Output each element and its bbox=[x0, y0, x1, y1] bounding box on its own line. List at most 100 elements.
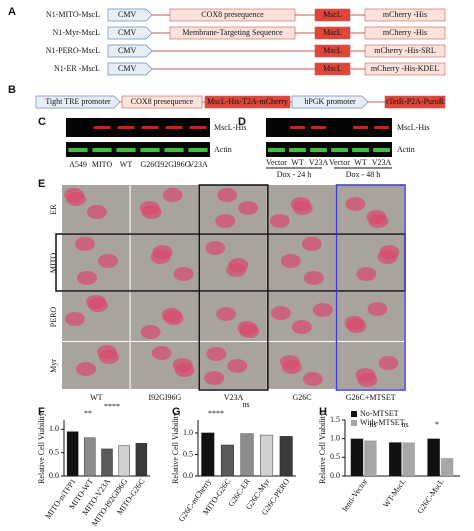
bar bbox=[101, 448, 113, 477]
cell-signal bbox=[151, 346, 172, 360]
x-tick-label: WT-MscL bbox=[381, 477, 407, 509]
legend-label: No-MTSET bbox=[360, 409, 399, 418]
y-tick-label: 0.5 bbox=[49, 447, 59, 456]
micrograph bbox=[267, 234, 336, 291]
segment-label: mCherry -His-KDEL bbox=[371, 64, 439, 73]
bar bbox=[240, 433, 254, 477]
highlight bbox=[198, 184, 269, 391]
row-label: MITO bbox=[49, 253, 58, 274]
cell-signal bbox=[75, 237, 95, 251]
promoter: CMV bbox=[118, 28, 136, 37]
cell-signal bbox=[163, 311, 184, 325]
bar bbox=[350, 438, 364, 476]
band bbox=[374, 126, 389, 129]
lane-label: I92GI96G bbox=[158, 160, 191, 169]
band-label: MscL-His bbox=[397, 123, 429, 132]
significance: **** bbox=[104, 402, 120, 411]
segment bbox=[204, 95, 291, 109]
segment-label: mCherry -His bbox=[383, 28, 427, 37]
panel-label: F bbox=[38, 406, 45, 418]
bar bbox=[66, 431, 79, 477]
cell-signal bbox=[173, 267, 194, 281]
cell-signal bbox=[215, 214, 236, 228]
segment bbox=[364, 62, 446, 76]
cell-signal bbox=[378, 356, 399, 370]
lane-label: WT bbox=[120, 160, 133, 169]
micrograph bbox=[336, 292, 404, 341]
significance: ns bbox=[369, 420, 376, 429]
cell-signal bbox=[77, 271, 97, 285]
band-label: MscL-His bbox=[214, 123, 246, 132]
cell-signal bbox=[356, 267, 377, 281]
legend-swatch bbox=[351, 411, 357, 417]
band bbox=[164, 148, 184, 152]
cell-signal bbox=[216, 307, 237, 321]
micrograph bbox=[336, 185, 404, 233]
band bbox=[165, 126, 183, 129]
segment-label: rTetR-P2A-PuroR bbox=[386, 97, 445, 106]
cell-signal bbox=[281, 360, 302, 374]
lane-label: A549 bbox=[69, 160, 87, 169]
segment-label: Tight TRE promoter bbox=[45, 97, 111, 106]
segment bbox=[314, 26, 351, 40]
segment-label: mCherry -His bbox=[383, 10, 427, 19]
cell-signal bbox=[140, 325, 161, 339]
cell-signal bbox=[357, 373, 378, 387]
cell-signal bbox=[302, 372, 323, 386]
lane-label: WT bbox=[291, 158, 304, 167]
significance: * bbox=[435, 420, 439, 429]
band bbox=[268, 148, 285, 152]
panel-label: E bbox=[38, 178, 45, 190]
segment-label: COX8 presequence bbox=[131, 97, 194, 106]
segment-label: hPGK promoter bbox=[304, 97, 356, 106]
band bbox=[188, 148, 208, 152]
legend-label: With-MTSET bbox=[360, 418, 405, 427]
band-label: Actin bbox=[397, 145, 415, 154]
band bbox=[331, 148, 348, 152]
band bbox=[353, 126, 368, 129]
segment bbox=[314, 62, 351, 76]
bar bbox=[201, 432, 215, 477]
cell-signal bbox=[301, 237, 322, 251]
band bbox=[290, 126, 305, 129]
bar bbox=[279, 436, 293, 477]
cell-signal bbox=[152, 245, 173, 259]
y-axis-label: Relative Cell Viability bbox=[318, 412, 327, 484]
panel-label: B bbox=[8, 84, 16, 96]
segment bbox=[121, 95, 203, 109]
promoter-arrow bbox=[35, 95, 121, 109]
significance: ** bbox=[84, 409, 92, 418]
lane-label: V23A bbox=[188, 160, 208, 169]
y-tick-label: 0.0 bbox=[330, 471, 340, 480]
panel-label: C bbox=[38, 116, 46, 128]
cell-signal bbox=[98, 254, 118, 268]
cell-signal bbox=[205, 241, 226, 255]
promoter-arrow bbox=[107, 26, 153, 40]
bar bbox=[84, 437, 96, 477]
cell-signal bbox=[303, 271, 324, 285]
cell-signal bbox=[368, 214, 389, 228]
promoter-arrow bbox=[107, 62, 153, 76]
cell-signal bbox=[228, 258, 249, 272]
cell-signal bbox=[280, 254, 301, 268]
y-tick-label: 1.0 bbox=[183, 428, 193, 437]
cell-signal bbox=[292, 201, 313, 215]
band-label: Actin bbox=[214, 145, 232, 154]
cell-signal bbox=[206, 347, 227, 361]
panel-label: A bbox=[8, 6, 16, 18]
panel-label: D bbox=[238, 116, 246, 128]
cell-signal bbox=[87, 205, 107, 219]
promoter-arrow bbox=[291, 95, 369, 109]
band bbox=[117, 126, 135, 129]
cell-signal bbox=[270, 306, 291, 320]
column-label: G26C+MTSET bbox=[346, 393, 396, 402]
segment-label: MscL bbox=[323, 28, 342, 37]
blot-his bbox=[66, 118, 210, 137]
cell-signal bbox=[65, 312, 85, 326]
row-label: Myr bbox=[49, 359, 58, 373]
cell-signal bbox=[238, 201, 259, 215]
blot-actin bbox=[266, 142, 392, 157]
segment bbox=[314, 8, 351, 22]
segment bbox=[384, 95, 446, 109]
